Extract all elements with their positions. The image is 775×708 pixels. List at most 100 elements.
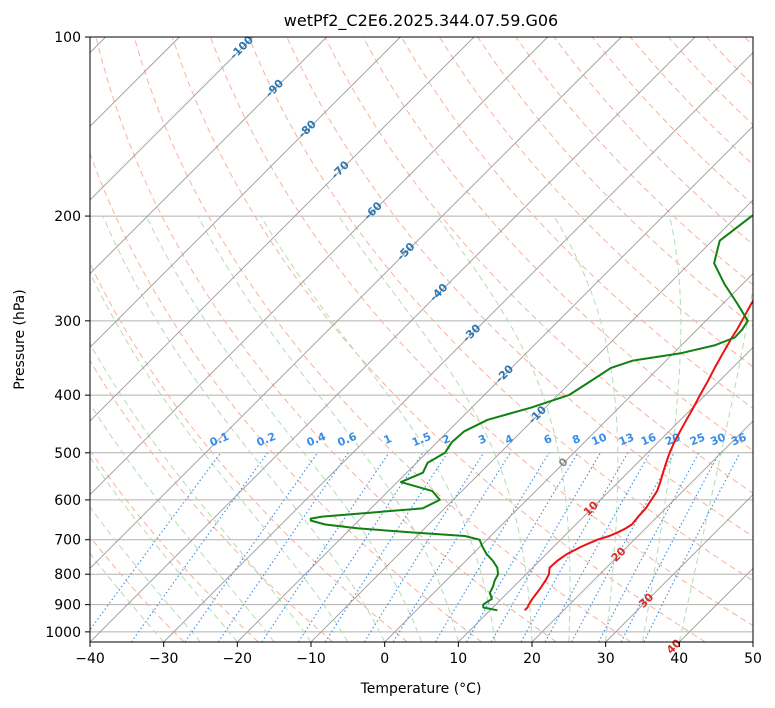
mixing-ratio-line (571, 452, 675, 642)
moist-adiabat (553, 215, 619, 642)
moist-adiabat (90, 271, 349, 642)
isotherm (90, 37, 548, 496)
isotherm (90, 37, 401, 348)
dry-adiabat (477, 37, 753, 327)
isotherm-label: 20 (609, 544, 629, 564)
y-tick-label: 500 (54, 446, 81, 462)
moist-adiabat (678, 284, 753, 642)
dry-adiabat (362, 37, 753, 452)
y-tick-label: 100 (54, 30, 81, 46)
moist-adiabat (90, 342, 312, 642)
mixing-ratio-label: 2 (440, 432, 452, 447)
mixing-ratio-label: 16 (639, 431, 658, 449)
isotherm (90, 37, 327, 275)
x-tick-label: −10 (296, 651, 326, 667)
mixing-ratio-label: 10 (590, 431, 609, 449)
isotherm-label: -70 (329, 158, 352, 181)
x-axis-label: Temperature (°C) (360, 681, 482, 697)
dry-adiabat (171, 37, 706, 642)
moist-adiabat (90, 552, 165, 642)
mixing-ratio-label: 8 (570, 432, 582, 447)
isotherm-label: -90 (263, 77, 286, 100)
mixing-ratio-line (598, 452, 700, 642)
x-tick-label: −20 (223, 651, 253, 667)
isotherm (90, 37, 696, 642)
isotherm (531, 420, 753, 642)
isotherm (752, 641, 753, 642)
dry-adiabat (133, 37, 632, 642)
isotherm-label: 10 (581, 498, 601, 518)
dry-adiabat (210, 37, 753, 627)
mixing-ratio-line (297, 452, 424, 642)
mixing-ratio-label: 1.5 (410, 430, 433, 449)
moist-adiabat (145, 215, 422, 642)
mixing-ratio-label: 13 (617, 431, 636, 449)
dry-adiabat (90, 152, 483, 642)
isotherm-label: 0 (556, 455, 571, 470)
isotherm-label: -60 (362, 199, 385, 222)
dry-adiabat (515, 37, 753, 286)
isotherm (90, 37, 475, 422)
isotherm (163, 52, 753, 642)
y-tick-label: 200 (54, 209, 81, 225)
x-tick-label: 20 (523, 651, 541, 667)
isotherm-label: -50 (394, 240, 417, 263)
y-tick-label: 1000 (45, 625, 81, 641)
chart-title: wetPf2_C2E6.2025.344.07.59.G06 (284, 11, 558, 31)
y-tick-label: 800 (54, 567, 81, 583)
moist-adiabat (90, 506, 201, 642)
mixing-ratio-line (620, 452, 720, 642)
mixing-ratio-line (363, 452, 485, 642)
x-axis: −40 −30 −20 −10 0 10 20 30 40 50 (75, 642, 762, 667)
x-tick-label: −30 (149, 651, 179, 667)
mixing-ratio-label: 3 (476, 432, 488, 447)
dewpoint-profile (309, 214, 753, 612)
dry-adiabat (668, 37, 753, 126)
moist-adiabat (90, 402, 275, 642)
moist-adiabat (338, 215, 533, 642)
mixing-ratio-line (324, 452, 448, 642)
mixing-ratio-line (544, 452, 651, 642)
mixing-ratio-label: 0.6 (336, 430, 359, 449)
dry-adiabat (90, 449, 259, 642)
isotherm-label: -40 (427, 281, 450, 304)
mixing-ratio-line (184, 452, 319, 642)
mixing-ratio-label: 0.2 (255, 430, 278, 449)
plot-frame (89, 36, 754, 643)
y-tick-label: 600 (54, 493, 81, 509)
x-tick-label: 40 (670, 651, 688, 667)
dry-adiabat (438, 37, 753, 368)
mixing-ratio-line (217, 452, 349, 642)
mixing-ratio-line (130, 452, 269, 642)
temperature-profile (523, 298, 753, 612)
sounding-profiles (309, 214, 753, 612)
mixing-ratio-label: 30 (708, 431, 727, 449)
isotherm (605, 494, 753, 642)
isotherm (310, 199, 753, 642)
mixing-ratio-label: 1 (382, 432, 394, 447)
moist-adiabat (436, 215, 571, 642)
moist-adiabat (90, 456, 238, 642)
x-tick-label: 0 (380, 651, 389, 667)
y-axis-label: Pressure (hPa) (12, 289, 28, 389)
mixing-ratio-label: 36 (729, 431, 748, 449)
y-tick-label: 300 (54, 314, 81, 330)
y-tick-label: 900 (54, 598, 81, 614)
moist-adiabat (102, 215, 386, 642)
isotherm (90, 37, 622, 569)
isotherm (384, 273, 753, 642)
x-tick-label: −40 (75, 651, 105, 667)
isotherm (458, 346, 753, 642)
dry-adiabat (95, 37, 557, 642)
moist-adiabat (260, 215, 496, 642)
y-tick-label: 700 (54, 533, 81, 549)
y-axis: 100 200 300 400 500 600 700 800 900 1000 (45, 30, 90, 641)
moist-adiabat (642, 215, 682, 642)
isotherm (90, 37, 254, 201)
isotherm-label: -20 (493, 362, 516, 385)
isotherm-label: -80 (296, 117, 319, 140)
dry-adiabat (286, 37, 753, 538)
x-tick-label: 10 (449, 651, 467, 667)
